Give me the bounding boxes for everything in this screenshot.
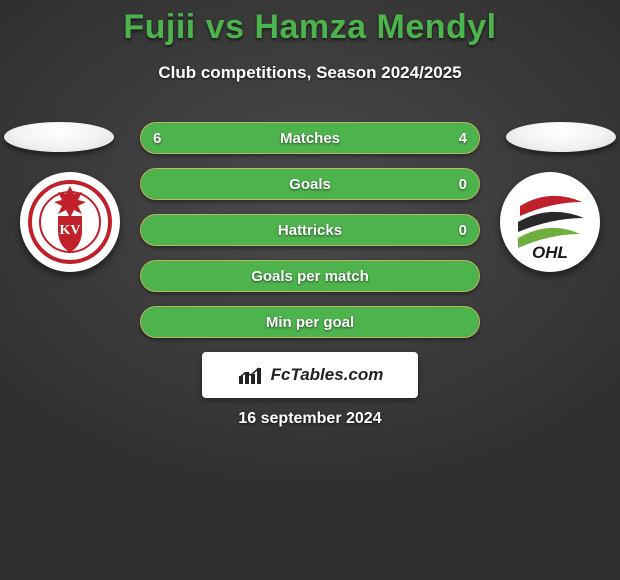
svg-text:KV: KV <box>60 223 81 238</box>
stat-value-right: 4 <box>459 123 467 153</box>
stat-row: Min per goal <box>140 306 480 338</box>
player-right-head <box>506 122 616 152</box>
stat-label: Goals <box>141 169 479 199</box>
stats-region: Matches64Goals0Hattricks0Goals per match… <box>140 122 480 352</box>
comparison-infographic: Fujii vs Hamza Mendyl Club competitions,… <box>0 0 620 580</box>
page-title: Fujii vs Hamza Mendyl <box>0 0 620 47</box>
brand-text: FcTables.com <box>271 365 384 385</box>
bar-chart-icon <box>237 364 265 386</box>
date-label: 16 september 2024 <box>0 410 620 428</box>
player-left-crest: KV <box>20 172 120 272</box>
player-left-head <box>4 122 114 152</box>
stat-label: Matches <box>141 123 479 153</box>
svg-text:OHL: OHL <box>532 243 568 262</box>
kvk-crest-icon: KV <box>20 172 120 272</box>
stat-row: Hattricks0 <box>140 214 480 246</box>
stat-row: Matches6 4 <box>140 122 480 154</box>
ohl-crest-icon: OHL <box>500 172 600 272</box>
stat-value-right: 0 <box>459 215 467 245</box>
stat-row: Goals per match <box>140 260 480 292</box>
stat-value-left: 6 <box>153 123 161 153</box>
stat-label: Hattricks <box>141 215 479 245</box>
stat-label: Goals per match <box>141 261 479 291</box>
stat-row: Goals0 <box>140 168 480 200</box>
brand-badge: FcTables.com <box>202 352 418 398</box>
stat-label: Min per goal <box>141 307 479 337</box>
player-right-crest: OHL <box>500 172 600 272</box>
stat-value-right: 0 <box>459 169 467 199</box>
subtitle: Club competitions, Season 2024/2025 <box>0 63 620 83</box>
